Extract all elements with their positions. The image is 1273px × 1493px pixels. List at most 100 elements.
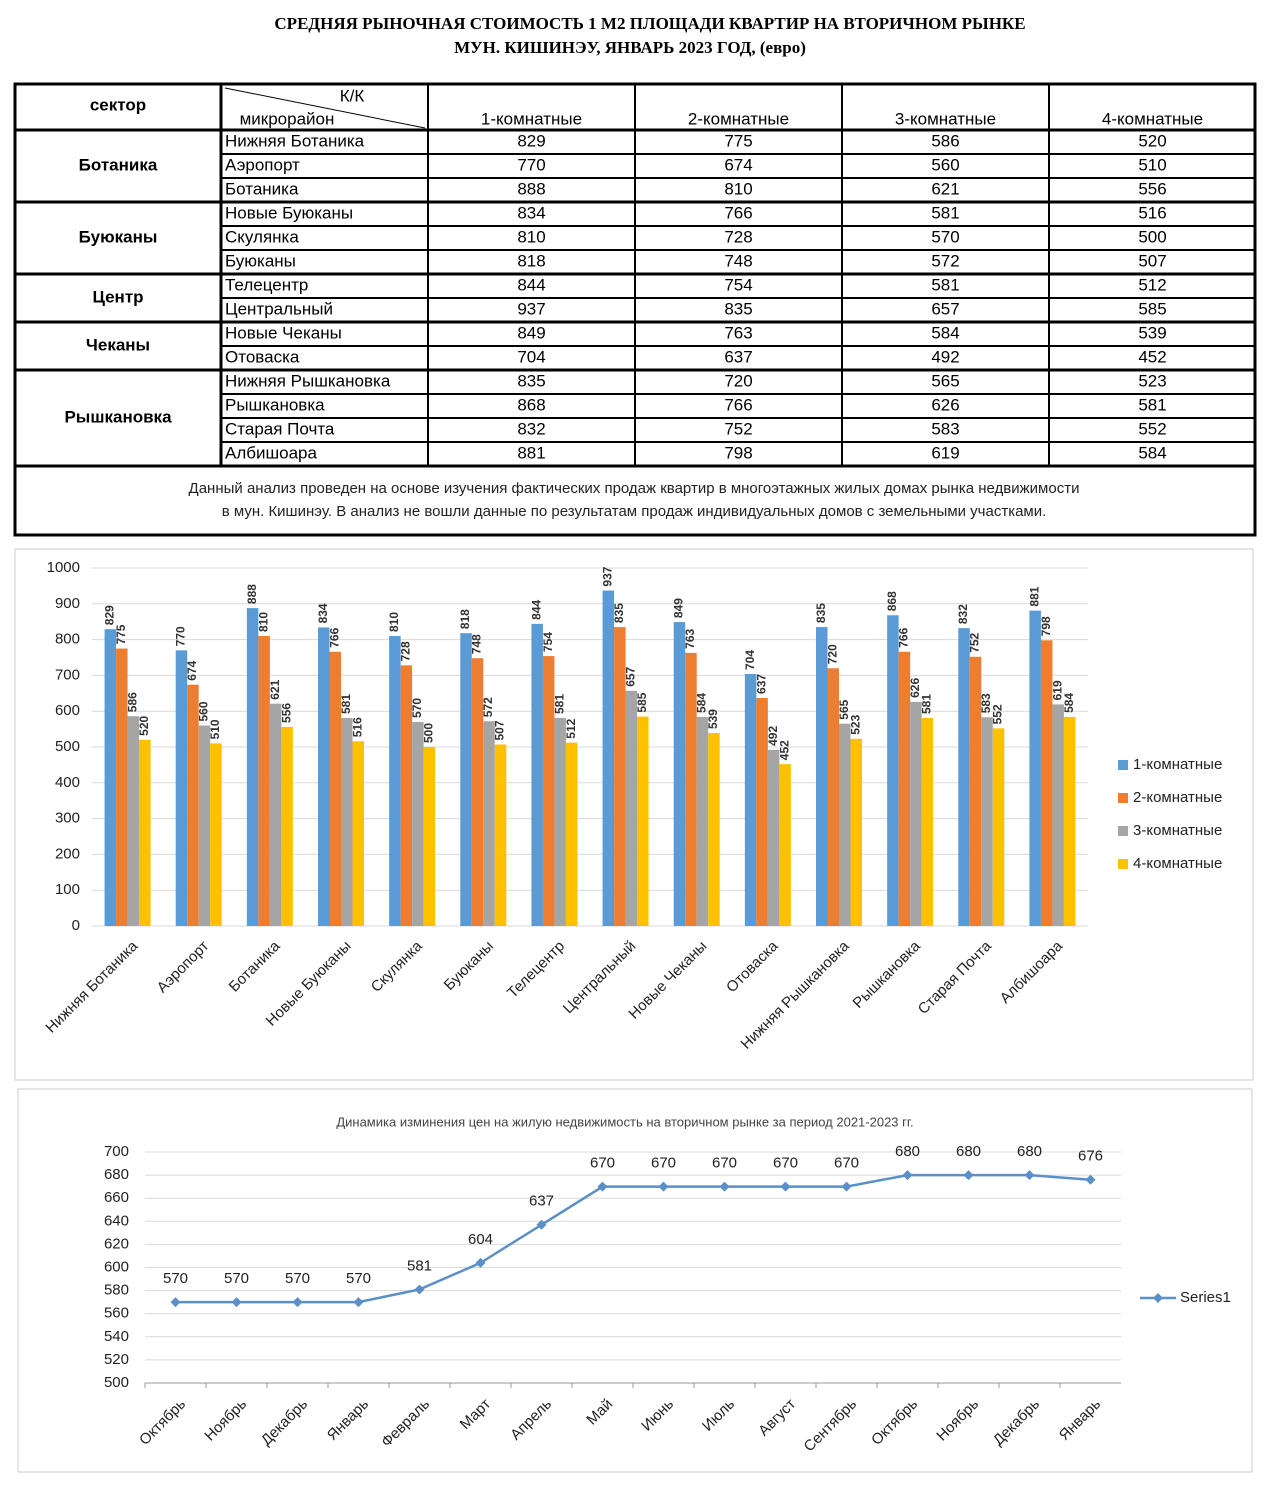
title-line: МУН. КИШИНЭУ, ЯНВАРЬ 2023 ГОД, (евро) [454, 38, 806, 57]
district-name: Скулянка [225, 227, 299, 246]
table-value: 626 [931, 395, 959, 414]
value-label: 680 [1017, 1143, 1042, 1160]
note-line: в мун. Кишинэу. В анализ не вошли данные… [222, 503, 1047, 520]
table-value: 770 [517, 155, 545, 174]
bar [389, 636, 401, 926]
value-label: 937 [600, 566, 614, 586]
value-label: 570 [410, 698, 424, 718]
bar [554, 718, 566, 926]
bar [460, 633, 472, 926]
table-value: 754 [724, 275, 752, 294]
table-value: 766 [724, 203, 752, 222]
corner-bottom: микрорайон [240, 109, 335, 128]
table-value: 507 [1138, 251, 1166, 270]
x-tick-label: Старая Почта [915, 937, 996, 1018]
sector-name: Ботаника [79, 155, 158, 174]
legend-swatch [1118, 859, 1128, 869]
bar [1052, 704, 1064, 926]
value-label: 775 [114, 624, 128, 644]
value-label: 670 [651, 1155, 676, 1172]
value-label: 586 [125, 692, 139, 712]
x-tick-label: Отоваска [723, 937, 782, 996]
value-label: 637 [754, 674, 768, 694]
value-label: 770 [174, 626, 188, 646]
legend-label: 1-комнатные [1133, 756, 1222, 773]
table-value: 798 [724, 443, 752, 462]
value-label: 752 [968, 632, 982, 652]
table-value: 556 [1138, 179, 1166, 198]
x-tick-label: Телецентр [504, 938, 568, 1002]
value-label: 583 [979, 693, 993, 713]
table-value: 834 [517, 203, 545, 222]
value-label: 584 [695, 693, 709, 713]
value-label: 810 [256, 612, 270, 632]
marker [170, 1297, 181, 1308]
y-tick-label: 660 [104, 1189, 129, 1206]
legend-label: 4-комнатные [1133, 855, 1222, 872]
table-value: 748 [724, 251, 752, 270]
value-label: 507 [493, 720, 507, 740]
x-tick-label: Октябрь [136, 1395, 189, 1448]
bar [756, 697, 768, 926]
sector-name: Чеканы [86, 335, 150, 354]
value-label: 560 [197, 701, 211, 721]
bar [281, 726, 293, 926]
value-label: 570 [285, 1270, 310, 1287]
bar [318, 627, 330, 926]
value-label: 619 [1050, 680, 1064, 700]
note-line: Данный анализ проведен на основе изучени… [189, 480, 1080, 497]
value-label: 570 [163, 1270, 188, 1287]
bar [116, 648, 128, 926]
x-tick-label: Центральный [560, 938, 639, 1017]
bar [269, 703, 282, 926]
bar [246, 608, 259, 926]
value-label: 570 [346, 1270, 371, 1287]
table-value: 516 [1138, 203, 1166, 222]
district-name: Нижняя Рышкановка [225, 371, 391, 390]
x-tick-label: Декабрь [990, 1395, 1044, 1449]
x-tick-label: Август [755, 1396, 799, 1440]
table-value: 510 [1138, 155, 1166, 174]
column-header: 4-комнатные [1102, 109, 1203, 128]
x-tick-label: Ноябрь [933, 1395, 982, 1444]
table-value: 552 [1138, 419, 1166, 438]
bar [767, 749, 780, 926]
value-label: 888 [245, 584, 259, 604]
table-value: 570 [931, 227, 959, 246]
table-value: 868 [517, 395, 545, 414]
line [175, 1173, 1091, 1304]
value-label: 832 [956, 604, 970, 624]
x-tick-label: Скулянка [368, 937, 427, 996]
value-label: 581 [339, 694, 353, 714]
x-tick-label: Аэропорт [154, 938, 213, 997]
bar [1040, 640, 1053, 926]
district-name: Аэропорт [225, 155, 300, 174]
value-label: 835 [612, 603, 626, 623]
table-value: 581 [931, 203, 959, 222]
y-tick-label: 640 [104, 1212, 129, 1229]
y-tick-label: 700 [55, 666, 80, 683]
table-value: 584 [1138, 443, 1166, 462]
y-tick-label: 800 [55, 631, 80, 648]
bar [104, 629, 117, 926]
value-label: 585 [635, 692, 649, 712]
marker [780, 1181, 791, 1192]
value-label: 539 [706, 709, 720, 729]
district-name: Центральный [225, 299, 333, 318]
bar [816, 627, 828, 926]
district-name: Албишоара [225, 443, 317, 462]
table-value: 835 [724, 299, 752, 318]
value-label: 637 [529, 1193, 554, 1210]
bar [341, 718, 353, 926]
table-value: 752 [724, 419, 752, 438]
value-label: 584 [1062, 693, 1076, 713]
value-label: 754 [541, 632, 555, 652]
bar [696, 716, 709, 926]
bar [981, 717, 993, 926]
table-value: 584 [931, 323, 959, 342]
table-value: 829 [517, 131, 545, 150]
table-value: 565 [931, 371, 959, 390]
district-name: Ботаника [225, 179, 299, 198]
y-tick-label: 0 [72, 917, 80, 934]
